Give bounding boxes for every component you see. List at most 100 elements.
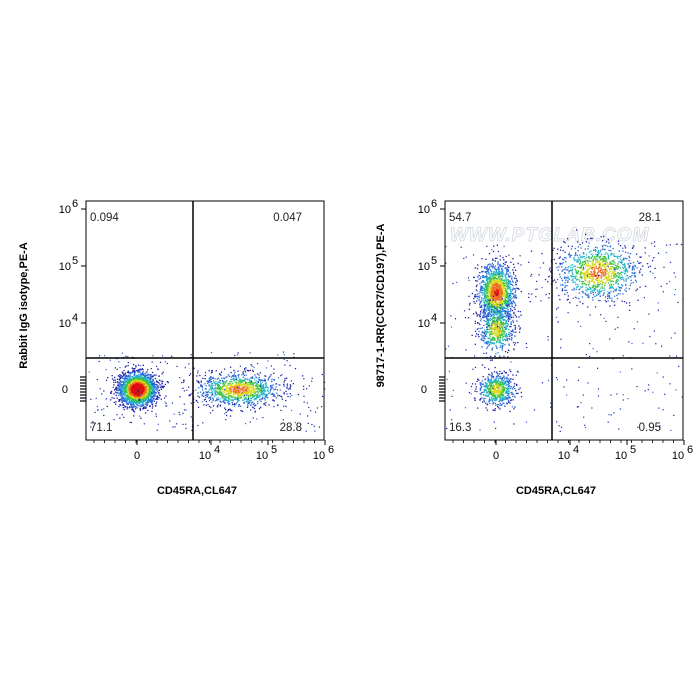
event-dot (503, 297, 506, 299)
event-dot (219, 405, 221, 407)
event-dot (182, 387, 184, 389)
event-dot (132, 398, 134, 401)
event-dot (240, 393, 243, 395)
event-dot (129, 375, 131, 378)
event-dot (498, 292, 500, 294)
event-dot (247, 401, 249, 403)
event-dot (135, 366, 137, 368)
event-dot (483, 284, 485, 286)
event-dot (477, 314, 479, 316)
event-dot (135, 379, 137, 381)
event-dot (249, 421, 251, 423)
event-dot (308, 406, 310, 409)
event-dot (147, 374, 149, 376)
event-dot (228, 384, 231, 386)
event-dot (227, 387, 230, 390)
event-dot (506, 272, 508, 274)
event-dot (147, 396, 149, 398)
event-dot (127, 361, 129, 364)
event-dot (216, 392, 219, 394)
event-dot (121, 375, 124, 378)
event-dot (142, 395, 145, 398)
event-dot (286, 393, 288, 395)
event-dot (190, 354, 192, 356)
event-dot (499, 286, 501, 289)
event-dot (506, 290, 508, 292)
event-dot (238, 404, 240, 406)
event-dot (248, 381, 250, 384)
event-dot (475, 296, 477, 298)
event-dot (233, 379, 236, 381)
event-dot (267, 390, 269, 392)
event-dot (483, 309, 485, 311)
event-dot (269, 390, 271, 392)
event-dot (142, 402, 144, 404)
event-dot (149, 374, 151, 376)
event-dot (223, 382, 225, 384)
event-dot (195, 400, 197, 402)
event-dot (128, 379, 131, 381)
event-dot (129, 371, 131, 374)
event-dot (249, 386, 251, 389)
event-dot (252, 401, 254, 403)
event-dot (234, 375, 237, 377)
event-dot (500, 283, 502, 285)
event-dot (221, 395, 223, 397)
event-dot (234, 391, 236, 394)
event-dot (486, 275, 488, 277)
event-dot (121, 381, 123, 383)
event-dot (120, 389, 122, 392)
event-dot (247, 391, 249, 394)
event-dot (495, 292, 497, 295)
event-dot (235, 403, 237, 405)
event-dot (242, 371, 244, 373)
event-dot (145, 382, 147, 384)
event-dot (284, 364, 286, 366)
event-dot (498, 281, 500, 283)
event-dot (211, 387, 213, 389)
event-dot (511, 276, 513, 278)
event-dot (149, 387, 152, 390)
event-dot (501, 316, 503, 319)
event-dot (145, 395, 147, 397)
event-dot (143, 379, 145, 381)
event-dot (154, 383, 156, 386)
event-dot (143, 391, 145, 393)
event-dot (217, 399, 219, 401)
event-dot (152, 387, 154, 389)
event-dot (146, 381, 148, 383)
event-dot (149, 375, 151, 377)
event-dot (135, 387, 137, 389)
event-dot (154, 398, 157, 400)
event-dot (136, 390, 138, 393)
event-dot (173, 413, 175, 415)
event-dot (133, 402, 135, 404)
event-dot (250, 392, 252, 394)
event-dot (240, 409, 242, 412)
event-dot (133, 387, 135, 389)
event-dot (246, 389, 248, 391)
event-dot (283, 405, 285, 407)
event-dot (490, 303, 493, 305)
event-dot (127, 371, 130, 373)
event-dot (497, 291, 499, 293)
event-dot (144, 382, 146, 385)
event-dot (161, 373, 163, 375)
event-dot (233, 389, 235, 391)
event-dot (218, 384, 220, 386)
event-dot (262, 390, 264, 392)
event-dot (232, 388, 234, 390)
event-dot (225, 377, 227, 379)
event-dot (131, 404, 133, 406)
event-dot (147, 386, 149, 388)
event-dot (232, 396, 234, 399)
event-dot (259, 399, 261, 401)
event-dot (230, 388, 232, 391)
event-dot (265, 396, 267, 398)
event-dot (480, 276, 482, 278)
event-dot (223, 384, 225, 386)
event-dot (497, 273, 499, 275)
event-dot (140, 383, 143, 386)
event-dot (232, 382, 234, 384)
